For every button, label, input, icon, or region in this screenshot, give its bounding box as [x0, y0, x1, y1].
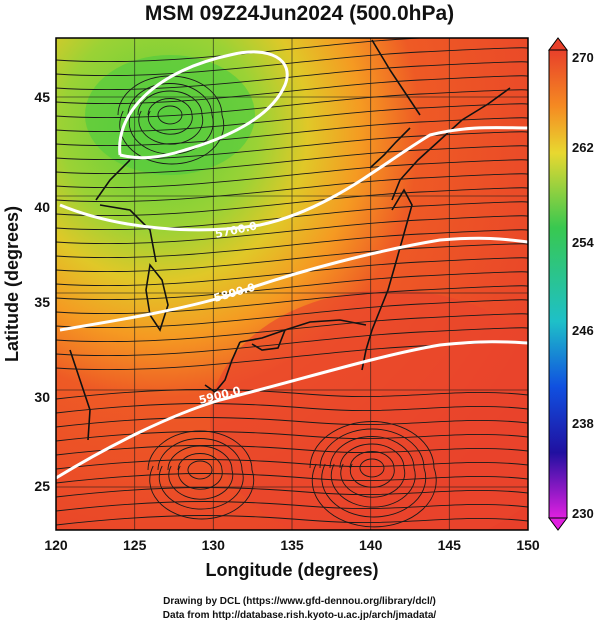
colorbar-ticks: 270 262 254 246 238 230 — [572, 50, 594, 521]
x-tick-label: 150 — [516, 537, 540, 553]
streamline — [56, 131, 528, 161]
streamline — [329, 436, 416, 508]
contour-5800 — [59, 236, 528, 332]
streamline — [56, 389, 528, 400]
colorbar-tick-label: 230 — [572, 506, 594, 521]
colorbar — [548, 37, 568, 531]
streamline — [56, 47, 528, 77]
y-tick-label: 45 — [34, 89, 50, 105]
wind-streamlines — [56, 38, 528, 528]
streamline — [319, 428, 427, 518]
streamline — [137, 90, 204, 145]
streamline — [349, 451, 395, 488]
streamline — [56, 173, 528, 203]
streamline — [56, 431, 528, 442]
colorbar-tick-label: 246 — [572, 323, 594, 338]
colorbar-top-arrow — [548, 37, 568, 51]
streamline — [56, 75, 528, 105]
streamline — [56, 501, 528, 512]
streamline — [127, 83, 214, 155]
streamline — [56, 159, 528, 189]
streamline — [56, 459, 528, 470]
y-tick-label: 40 — [34, 199, 50, 215]
streamline — [339, 443, 406, 498]
streamline — [147, 430, 255, 520]
x-tick-label: 145 — [438, 537, 462, 553]
streamline — [56, 445, 528, 456]
x-tick-label: 140 — [359, 537, 383, 553]
streamline — [167, 445, 234, 500]
colorbar-tick-label: 238 — [572, 416, 594, 431]
streamline — [56, 103, 528, 133]
colorbar-tick-label: 262 — [572, 140, 594, 155]
warm-region — [210, 290, 528, 530]
plot-frame — [55, 37, 529, 531]
streamline — [56, 89, 528, 119]
y-tick-label: 30 — [34, 389, 50, 405]
streamline — [56, 271, 528, 301]
credit-dcl: Drawing by DCL (https://www.gfd-dennou.o… — [163, 596, 436, 607]
streamline — [56, 38, 430, 63]
streamline — [56, 299, 528, 329]
streamline — [56, 515, 528, 526]
streamline — [147, 98, 193, 135]
y-tick-label: 35 — [34, 294, 50, 310]
streamline — [56, 473, 528, 484]
credit-data: Data from http://database.rish.kyoto-u.a… — [162, 610, 437, 621]
streamline — [56, 187, 528, 217]
y-ticks: 25 30 35 40 45 — [34, 89, 50, 494]
streamline — [359, 458, 385, 478]
x-ticks: 120 125 130 135 140 145 150 — [44, 537, 540, 553]
x-axis-label: Longitude (degrees) — [205, 560, 378, 580]
contour-5900 — [56, 340, 528, 480]
x-tick-label: 125 — [123, 537, 147, 553]
map-title: MSM 09Z24Jun2024 (500.0hPa) — [144, 2, 455, 25]
streamline — [56, 313, 528, 343]
y-tick-label: 25 — [34, 478, 50, 494]
streamline — [157, 438, 244, 510]
contour-5700 — [59, 126, 528, 232]
x-tick-label: 120 — [44, 537, 68, 553]
geopotential-contours — [56, 50, 528, 480]
contour-5700-north — [118, 50, 289, 160]
streamline — [56, 145, 528, 175]
streamline — [56, 215, 528, 245]
y-axis-label: Latitude (degrees) — [2, 206, 22, 362]
streamline — [56, 327, 528, 357]
streamline — [56, 229, 528, 259]
colorbar-scale — [548, 49, 568, 519]
streamline — [56, 243, 528, 273]
streamline — [56, 257, 528, 287]
x-tick-label: 135 — [280, 537, 304, 553]
streamline — [56, 403, 528, 414]
streamline — [117, 75, 225, 165]
streamline — [56, 417, 528, 428]
x-tick-label: 130 — [202, 537, 226, 553]
streamline — [56, 117, 528, 147]
streamline — [157, 105, 183, 125]
streamline — [187, 460, 213, 480]
streamline — [56, 487, 528, 498]
colorbar-tick-label: 270 — [572, 50, 594, 65]
cold-core — [85, 55, 255, 175]
streamline — [177, 453, 223, 490]
colorbar-tick-label: 254 — [572, 235, 594, 250]
colorbar-bottom-arrow — [548, 517, 568, 531]
